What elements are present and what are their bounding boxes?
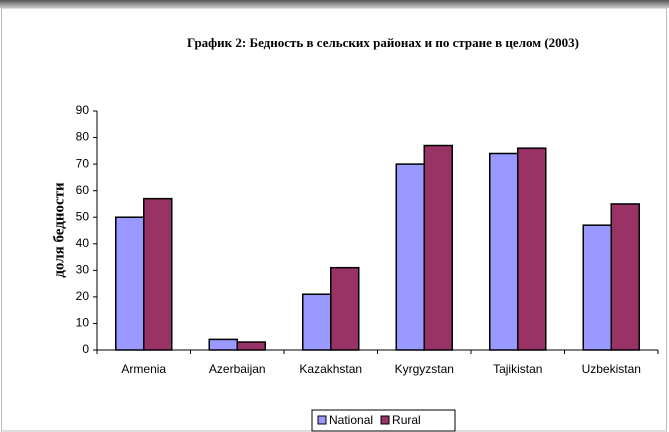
y-tick-label: 60: [76, 183, 90, 197]
y-tick-label: 40: [76, 236, 90, 250]
bar: [489, 152, 519, 351]
y-tick-label: 50: [76, 209, 90, 223]
chart-title: График 2: Бедность в сельских районах и …: [187, 35, 579, 50]
x-tick-label: Armenia: [121, 362, 166, 376]
x-tick-label: Kazakhstan: [299, 362, 362, 376]
x-tick-label: Azerbaijan: [209, 362, 266, 376]
y-tick-label: 10: [76, 316, 90, 330]
x-tick-label: Uzbekistan: [582, 362, 641, 376]
top-strip: [0, 0, 669, 8]
y-tick-label: 30: [76, 263, 90, 277]
bar: [208, 338, 238, 351]
y-tick-label: 70: [76, 156, 90, 170]
bar: [423, 144, 453, 351]
legend-label: National: [329, 413, 373, 427]
y-tick-label: 90: [76, 103, 90, 117]
bar: [330, 266, 360, 351]
y-axis-label: доля бедности: [51, 182, 67, 278]
bar: [517, 147, 547, 351]
legend-swatch: [317, 415, 327, 425]
y-tick-label: 80: [76, 130, 90, 144]
bar: [302, 293, 332, 351]
x-tick-label: Kyrgyzstan: [395, 362, 454, 376]
bar: [582, 224, 612, 351]
legend-swatch: [380, 415, 390, 425]
bar: [115, 216, 145, 351]
bar: [143, 197, 173, 351]
bar: [236, 341, 266, 351]
bar: [395, 163, 425, 351]
bar: [610, 203, 640, 351]
y-tick-label: 0: [82, 342, 89, 356]
x-tick-label: Tajikistan: [493, 362, 542, 376]
legend-label: Rural: [392, 413, 421, 427]
y-tick-label: 20: [76, 289, 90, 303]
